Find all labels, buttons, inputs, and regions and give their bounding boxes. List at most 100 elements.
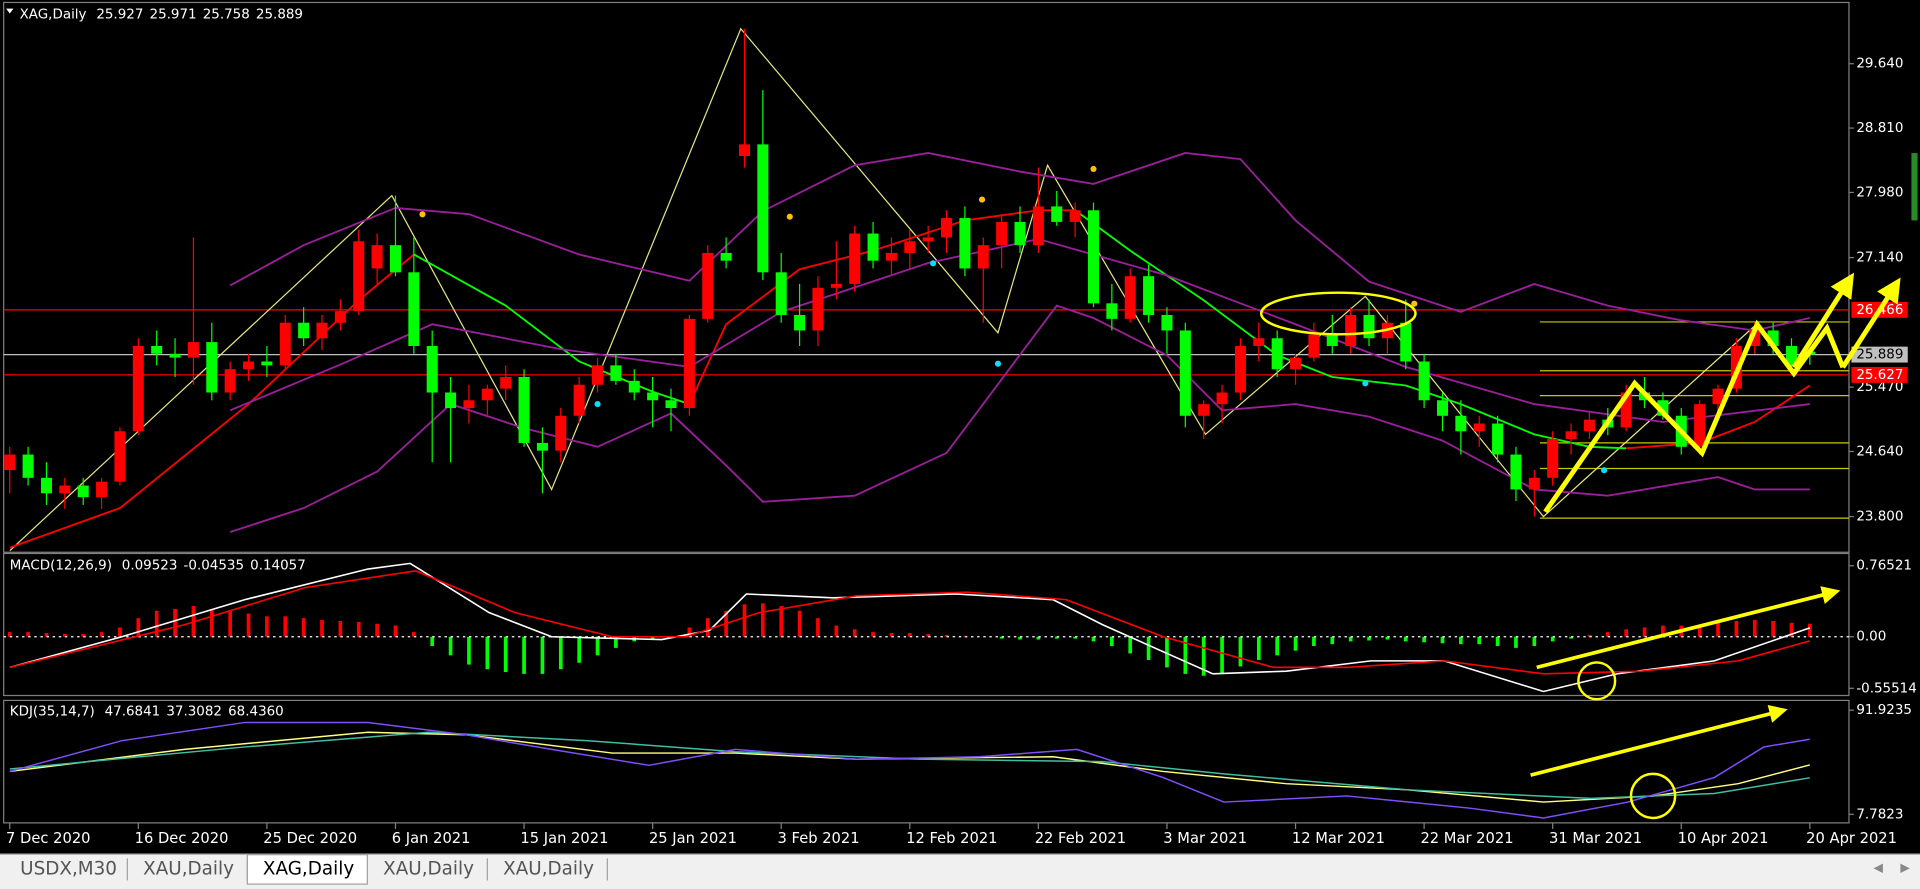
x-tick-label: 25 Jan 2021 [649,830,737,847]
indicator-line [9,253,415,549]
y-tick-label: 27.140 [1856,251,1903,266]
readout-value: 25.889 [256,8,303,23]
macd-bar [1550,636,1555,642]
candle-body [1014,221,1026,246]
x-tick-label: 12 Mar 2021 [1292,830,1385,847]
candle-body [922,237,934,242]
collapse-arrow[interactable] [6,8,14,14]
macd-bar [173,608,177,637]
macd-bar [1734,620,1739,637]
macd-bar [1624,629,1629,637]
macd-bar [1403,636,1408,642]
candle-body [1785,345,1797,366]
macd-bar [944,634,949,637]
macd-bar [1036,636,1041,640]
tab[interactable]: XAG,Daily [246,854,368,885]
x-tick-label: 7 Dec 2020 [6,830,90,847]
scroll-indicator [1911,153,1918,221]
price-label-box [1851,366,1908,383]
candle-body [720,252,732,261]
macd-bar [81,633,86,637]
macd-bar [283,616,288,637]
candle-body [481,388,493,401]
candle-body [389,245,401,273]
macd-bar [485,636,490,670]
candle-body [187,342,199,358]
x-tick-label: 16 Dec 2020 [135,830,229,847]
macd-bar [1752,620,1757,637]
x-tick-label: 31 Mar 2021 [1549,830,1642,847]
tab[interactable]: USDX,M30 [20,858,128,881]
y-tick-label: 0.76521 [1856,559,1912,574]
candle-body [738,144,750,156]
candle-body [775,272,787,315]
tab-label[interactable]: XAU,Daily [503,858,594,879]
macd-bar [136,618,141,637]
candle-body [1583,419,1595,432]
x-tick-label: 15 Jan 2021 [520,830,608,847]
macd-bar [1440,636,1445,644]
tab[interactable]: XAU,Daily [503,858,608,881]
scroll-right[interactable]: ▶ [1900,861,1910,875]
candle-body [757,144,769,273]
candle-body [610,365,622,381]
candle-body [353,241,365,312]
macd-bar [742,604,747,637]
tab-label[interactable]: XAG,Daily [263,858,354,879]
candle-body [1492,423,1504,455]
candle-body [941,218,953,238]
macd-bar [779,606,784,637]
tab-label[interactable]: USDX,M30 [20,858,117,879]
fractal-dots [419,165,1608,474]
macd-bar [687,627,692,637]
candle-body [1712,388,1724,405]
macd-bar [1348,636,1353,642]
macd-bar [1201,636,1206,676]
candle-body [371,245,383,269]
readout-value: 25.971 [150,8,197,23]
candle-body [132,345,144,432]
macd-bar [301,618,306,637]
readout-value: -0.04535 [184,559,245,574]
candle-body [536,442,548,451]
macd-bar [1128,636,1133,654]
annotations [1260,272,1901,820]
candle-body [169,353,181,358]
macd-bar [63,633,67,637]
candle-body [1363,314,1375,339]
macd-bar [522,636,526,674]
candle-body [408,272,420,346]
candle-body [904,241,916,253]
macd-bar [1385,636,1390,640]
candle-body [1179,330,1191,416]
macd-bar [1256,636,1261,660]
macd-bar [889,633,894,637]
candle-body [812,287,824,331]
candle-body [665,400,677,409]
kdj-line [9,731,1810,800]
tab[interactable]: XAU,Daily [383,858,488,881]
candle-body [1069,210,1081,222]
scroll-left[interactable]: ◀ [1873,861,1883,875]
candle-body [867,233,879,261]
macd-bar [577,636,581,663]
candle-body [1749,330,1761,346]
panel-title: XAG,Daily [20,8,87,23]
price-label-box [1851,346,1908,363]
active-tab-bg [246,854,368,885]
macd-bar [503,636,508,673]
readout-value: 47.6841 [105,704,161,719]
candle-body [1455,415,1467,432]
candle-body [794,314,806,331]
candle-body [1436,400,1448,416]
candle-body [1308,334,1320,358]
macd-bar [1661,625,1665,637]
candle-body [96,481,108,498]
tab-label[interactable]: XAU,Daily [383,858,474,879]
macd-bar [1312,636,1316,647]
tab[interactable]: XAU,Daily [143,858,248,881]
y-tick-label: -0.55514 [1856,681,1917,696]
tab-label[interactable]: XAU,Daily [143,858,234,879]
candle-body [1051,206,1063,222]
macd-bar [797,610,802,637]
